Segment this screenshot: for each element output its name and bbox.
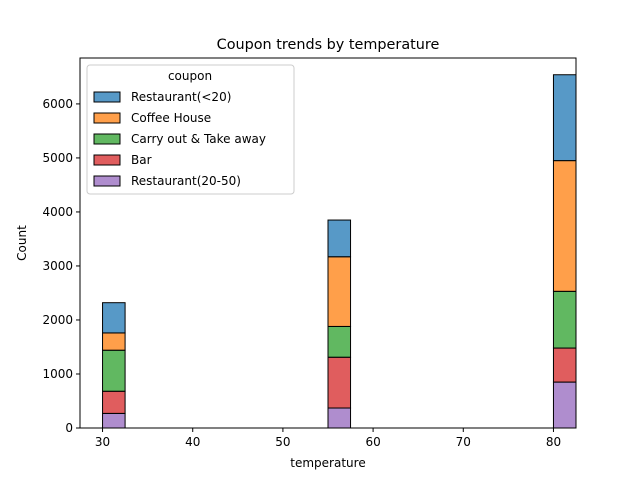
legend-label-restaurant-20: Restaurant(<20) bbox=[131, 90, 231, 104]
x-tick-label: 80 bbox=[546, 435, 561, 449]
bar-restaurant-20-50-55 bbox=[327, 407, 352, 429]
y-tick-label: 4000 bbox=[42, 205, 73, 219]
y-axis-label: Count bbox=[15, 225, 29, 261]
y-tick-label: 5000 bbox=[42, 151, 73, 165]
legend-swatch-bar bbox=[93, 154, 121, 166]
bar-carry-out-take-away-80 bbox=[552, 290, 577, 349]
bar-bar-80 bbox=[552, 347, 577, 383]
bar-restaurant-20-55 bbox=[327, 219, 352, 258]
legend-swatch-restaurant-20-50 bbox=[93, 175, 121, 187]
x-tick-label: 60 bbox=[365, 435, 380, 449]
bar-carry-out-take-away-55 bbox=[327, 325, 352, 358]
y-axis: 0 1000 2000 3000 4000 5000 6000 bbox=[42, 97, 80, 435]
bar-restaurant-20-50-80 bbox=[552, 381, 577, 429]
legend-swatch-coffee-house bbox=[93, 112, 121, 124]
plot-area bbox=[102, 74, 577, 429]
x-tick-label: 50 bbox=[275, 435, 290, 449]
bar-coffee-house-55 bbox=[327, 256, 352, 327]
legend-label-coffee-house: Coffee House bbox=[131, 111, 211, 125]
bar-restaurant-20-50-30 bbox=[102, 412, 126, 429]
bar-carry-out-take-away-30 bbox=[102, 349, 126, 392]
x-tick-label: 70 bbox=[456, 435, 471, 449]
bar-coffee-house-30 bbox=[102, 332, 126, 351]
legend-swatch-restaurant-20 bbox=[93, 91, 121, 103]
legend-box bbox=[86, 64, 295, 195]
legend-label-carry-out-take-away: Carry out & Take away bbox=[131, 132, 266, 146]
chart-title: Coupon trends by temperature bbox=[217, 37, 440, 53]
legend: coupon Restaurant(<20) Coffee House Carry … bbox=[86, 64, 295, 195]
y-tick-label: 3000 bbox=[42, 259, 73, 273]
bar-restaurant-20-30 bbox=[102, 302, 126, 334]
bar-bar-30 bbox=[102, 390, 126, 414]
y-tick-label: 1000 bbox=[42, 367, 73, 381]
bar-restaurant-20-80 bbox=[552, 74, 577, 162]
bar-coffee-house-80 bbox=[552, 160, 577, 292]
bar-bar-55 bbox=[327, 356, 352, 409]
y-tick-label: 0 bbox=[65, 421, 73, 435]
x-axis: 30 40 50 60 70 80 bbox=[95, 428, 561, 449]
legend-label-restaurant-20-50: Restaurant(20-50) bbox=[131, 174, 241, 188]
legend-title: coupon bbox=[168, 69, 212, 83]
axes-frame bbox=[79, 57, 577, 429]
y-tick-label: 2000 bbox=[42, 313, 73, 327]
y-tick-label: 6000 bbox=[42, 97, 73, 111]
x-axis-label: temperature bbox=[290, 456, 365, 470]
legend-label-bar: Bar bbox=[131, 153, 152, 167]
x-tick-label: 40 bbox=[185, 435, 200, 449]
legend-swatch-carry-out-take-away bbox=[93, 133, 121, 145]
x-tick-label: 30 bbox=[95, 435, 110, 449]
